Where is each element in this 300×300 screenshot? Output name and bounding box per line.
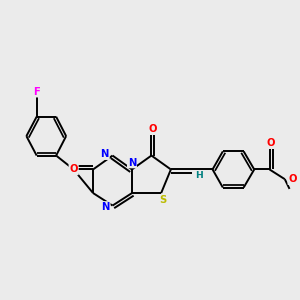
Text: O: O xyxy=(148,124,157,134)
Text: O: O xyxy=(267,138,275,148)
Text: N: N xyxy=(101,202,110,212)
Text: N: N xyxy=(128,158,136,167)
Text: N: N xyxy=(100,149,109,159)
Text: O: O xyxy=(69,164,78,174)
Text: O: O xyxy=(288,174,297,184)
Text: F: F xyxy=(33,87,40,97)
Text: H: H xyxy=(195,171,203,180)
Text: S: S xyxy=(159,195,166,205)
